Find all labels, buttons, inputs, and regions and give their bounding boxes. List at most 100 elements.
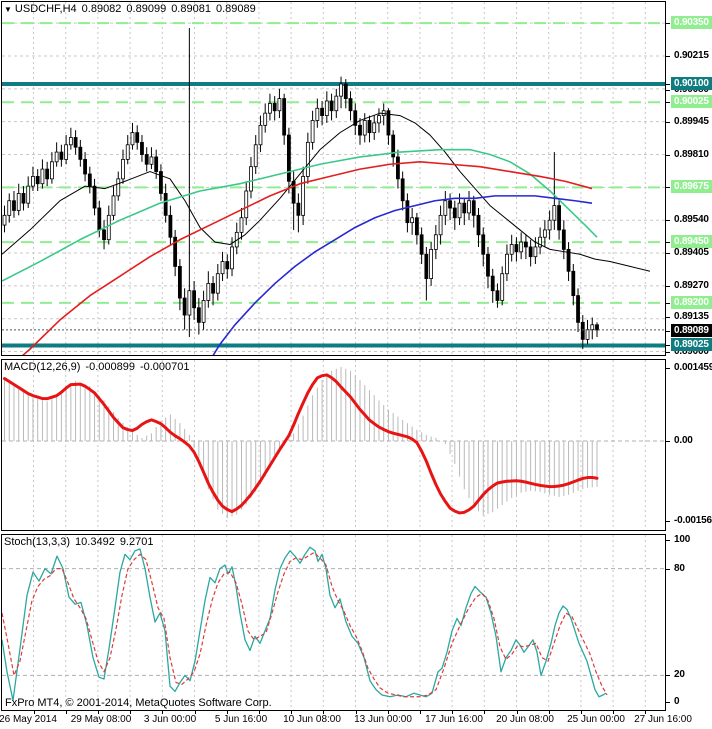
price-scale-label: 0.89200 bbox=[671, 296, 712, 309]
price-scale-label: 0.00 bbox=[674, 435, 693, 446]
main-chart-canvas[interactable] bbox=[2, 2, 665, 355]
price-scale-label: 0.89025 bbox=[671, 338, 712, 351]
price-scale-label: 100 bbox=[674, 534, 691, 545]
scale-tick bbox=[666, 702, 670, 703]
macd-canvas[interactable] bbox=[2, 360, 665, 530]
scale-tick bbox=[666, 220, 670, 221]
time-tick bbox=[645, 711, 647, 714]
time-tick bbox=[419, 711, 421, 714]
price-scale-label: 80 bbox=[674, 563, 685, 574]
scale-tick bbox=[666, 286, 670, 287]
scale-tick bbox=[666, 331, 670, 332]
main-chart-panel[interactable]: ▼ USDCHF,H4 0.89082 0.89099 0.89081 0.89089 bbox=[1, 1, 666, 356]
scale-tick bbox=[666, 368, 670, 369]
price-scale-label: 0.90025 bbox=[671, 95, 712, 108]
time-label: 20 Jun 08:00 bbox=[496, 714, 554, 725]
macd-name: MACD(12,26,9) bbox=[4, 361, 81, 373]
time-tick bbox=[65, 711, 67, 714]
time-tick bbox=[387, 711, 389, 714]
macd-value: -0.000899 bbox=[85, 361, 135, 373]
time-tick bbox=[291, 711, 293, 714]
stochastic-canvas[interactable] bbox=[2, 535, 665, 710]
time-label: 29 May 08:00 bbox=[70, 714, 132, 725]
time-label: 25 Jun 00:00 bbox=[567, 714, 625, 725]
time-tick bbox=[33, 711, 35, 714]
time-label: 13 Jun 00:00 bbox=[354, 714, 412, 725]
time-tick bbox=[613, 711, 615, 714]
time-tick bbox=[580, 711, 582, 714]
scale-tick bbox=[666, 303, 670, 304]
price-scale-label: -0.001568 bbox=[674, 515, 712, 526]
scale-tick bbox=[666, 102, 670, 103]
price-scale-label: 0.89000 bbox=[674, 346, 709, 357]
scale-tick bbox=[666, 155, 670, 156]
scale-tick bbox=[666, 521, 670, 522]
scale-tick bbox=[666, 569, 670, 570]
stochastic-label: Stoch(13,3,3) 10.3492 9.2701 bbox=[4, 536, 153, 548]
scale-tick bbox=[666, 56, 670, 57]
time-tick bbox=[258, 711, 260, 714]
time-label: 17 Jun 16:00 bbox=[425, 714, 483, 725]
stoch-d-value: 9.2701 bbox=[119, 536, 154, 548]
scale-tick bbox=[666, 242, 670, 243]
price-scale-label: 0.90350 bbox=[671, 16, 712, 29]
ohlc-close: 0.89089 bbox=[215, 3, 256, 15]
time-axis[interactable]: 26 May 2014 29 May 08:00 3 Jun 00:00 5 Jun … bbox=[0, 711, 712, 729]
price-scale-label: 0.90215 bbox=[674, 50, 709, 61]
time-label: 10 Jun 08:00 bbox=[283, 714, 341, 725]
price-scale-label: 0 bbox=[674, 696, 680, 707]
chart-symbol-timeframe: USDCHF,H4 bbox=[14, 3, 77, 15]
scale-tick bbox=[666, 84, 670, 85]
price-scale-label: 0.89135 bbox=[674, 311, 709, 322]
time-tick bbox=[226, 711, 228, 714]
stoch-name: Stoch(13,3,3) bbox=[4, 536, 71, 548]
scale-tick bbox=[666, 253, 670, 254]
price-scale-label: 0.89450 bbox=[671, 235, 712, 248]
ohlc-low: 0.89081 bbox=[171, 3, 211, 15]
macd-indicator-panel[interactable]: MACD(12,26,9) -0.000899 -0.000701 bbox=[1, 359, 666, 531]
stochastic-indicator-panel[interactable]: Stoch(13,3,3) 10.3492 9.2701 FxPro MT4, © … bbox=[1, 534, 666, 711]
scale-tick bbox=[666, 122, 670, 123]
price-scale-label: 0.89405 bbox=[674, 247, 709, 258]
macd-label: MACD(12,26,9) -0.000899 -0.000701 bbox=[4, 361, 190, 373]
price-scale-label: 0.89675 bbox=[671, 180, 712, 193]
price-scale-label: 0.89089 bbox=[671, 324, 712, 337]
price-scale-label: 20 bbox=[674, 669, 685, 680]
scale-tick bbox=[666, 352, 670, 353]
scale-tick bbox=[666, 441, 670, 442]
scale-tick bbox=[666, 317, 670, 318]
time-tick bbox=[452, 711, 454, 714]
time-tick bbox=[194, 711, 196, 714]
time-tick bbox=[323, 711, 325, 714]
time-tick bbox=[355, 711, 357, 714]
time-tick bbox=[97, 711, 99, 714]
price-scale-label: 0.89945 bbox=[674, 116, 709, 127]
price-scale-label: 0.90100 bbox=[671, 77, 712, 90]
time-label: 3 Jun 00:00 bbox=[143, 714, 197, 725]
time-label: 5 Jun 16:00 bbox=[214, 714, 268, 725]
chart-dropdown-icon[interactable]: ▼ bbox=[4, 5, 12, 14]
time-tick bbox=[548, 711, 550, 714]
time-label: 26 May 2014 bbox=[0, 714, 57, 725]
time-tick bbox=[162, 711, 164, 714]
time-tick bbox=[516, 711, 518, 714]
copyright-text: FxPro MT4, © 2001-2014, MetaQuotes Softw… bbox=[5, 697, 272, 709]
scale-tick bbox=[666, 187, 670, 188]
time-tick bbox=[130, 711, 132, 714]
chart-title: ▼ USDCHF,H4 0.89082 0.89099 0.89081 0.89089 bbox=[4, 3, 256, 16]
price-scale-label: 0.89270 bbox=[674, 280, 709, 291]
time-label: 27 Jun 16:00 bbox=[634, 714, 692, 725]
price-scale-label: 0.89810 bbox=[674, 149, 709, 160]
macd-signal-value: -0.000701 bbox=[139, 361, 190, 373]
time-tick bbox=[484, 711, 486, 714]
price-scale-label: 0.89540 bbox=[674, 214, 709, 225]
ohlc-high: 0.89099 bbox=[126, 3, 167, 15]
ohlc-open: 0.89082 bbox=[81, 3, 122, 15]
scale-tick bbox=[666, 675, 670, 676]
scale-tick bbox=[666, 345, 670, 346]
scale-tick bbox=[666, 90, 670, 91]
price-scale[interactable]: 0.902150.900800.899450.898100.895400.894… bbox=[666, 0, 712, 729]
scale-tick bbox=[666, 540, 670, 541]
stoch-k-value: 10.3492 bbox=[75, 536, 115, 548]
